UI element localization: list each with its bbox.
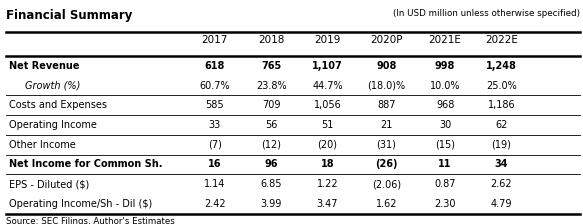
Text: 1,107: 1,107 bbox=[312, 61, 343, 71]
Text: 23.8%: 23.8% bbox=[256, 81, 286, 90]
Text: 2.62: 2.62 bbox=[491, 179, 512, 189]
Text: (7): (7) bbox=[208, 140, 222, 150]
Text: 3.99: 3.99 bbox=[261, 199, 282, 209]
Text: 2018: 2018 bbox=[258, 35, 285, 45]
Text: 0.87: 0.87 bbox=[434, 179, 456, 189]
Text: Financial Summary: Financial Summary bbox=[6, 9, 132, 22]
Text: 33: 33 bbox=[209, 120, 221, 130]
Text: 2.42: 2.42 bbox=[204, 199, 226, 209]
Text: Operating Income/Sh - Dil ($): Operating Income/Sh - Dil ($) bbox=[9, 199, 152, 209]
Text: 44.7%: 44.7% bbox=[312, 81, 343, 90]
Text: 1,056: 1,056 bbox=[314, 100, 341, 110]
Text: 998: 998 bbox=[435, 61, 455, 71]
Text: Costs and Expenses: Costs and Expenses bbox=[9, 100, 107, 110]
Text: 96: 96 bbox=[264, 159, 278, 169]
Text: 11: 11 bbox=[438, 159, 452, 169]
Text: (31): (31) bbox=[377, 140, 396, 150]
Text: (2.06): (2.06) bbox=[372, 179, 401, 189]
Text: 30: 30 bbox=[439, 120, 451, 130]
Text: 709: 709 bbox=[262, 100, 280, 110]
Text: 1.14: 1.14 bbox=[204, 179, 226, 189]
Text: Net Revenue: Net Revenue bbox=[9, 61, 79, 71]
Text: (19): (19) bbox=[491, 140, 511, 150]
Text: (26): (26) bbox=[375, 159, 398, 169]
Text: 6.85: 6.85 bbox=[261, 179, 282, 189]
Text: 3.47: 3.47 bbox=[317, 199, 338, 209]
Text: 1.62: 1.62 bbox=[375, 199, 397, 209]
Text: 765: 765 bbox=[261, 61, 281, 71]
Text: 18: 18 bbox=[321, 159, 334, 169]
Text: (12): (12) bbox=[261, 140, 281, 150]
Text: 2022E: 2022E bbox=[485, 35, 518, 45]
Text: 618: 618 bbox=[205, 61, 225, 71]
Text: 10.0%: 10.0% bbox=[430, 81, 461, 90]
Text: 60.7%: 60.7% bbox=[199, 81, 230, 90]
Text: (18.0)%: (18.0)% bbox=[367, 81, 405, 90]
Text: 968: 968 bbox=[436, 100, 454, 110]
Text: Source: SEC Filings, Author's Estimates: Source: SEC Filings, Author's Estimates bbox=[6, 217, 174, 224]
Text: Net Income for Common Sh.: Net Income for Common Sh. bbox=[9, 159, 162, 169]
Text: 2019: 2019 bbox=[314, 35, 340, 45]
Text: 56: 56 bbox=[265, 120, 278, 130]
Text: 62: 62 bbox=[495, 120, 508, 130]
Text: 1,186: 1,186 bbox=[487, 100, 515, 110]
Text: 51: 51 bbox=[321, 120, 333, 130]
Text: 21: 21 bbox=[380, 120, 392, 130]
Text: (15): (15) bbox=[435, 140, 455, 150]
Text: 908: 908 bbox=[376, 61, 396, 71]
Text: 2021E: 2021E bbox=[429, 35, 462, 45]
Text: 4.79: 4.79 bbox=[491, 199, 512, 209]
Text: 1.22: 1.22 bbox=[317, 179, 338, 189]
Text: (In USD million unless otherwise specified): (In USD million unless otherwise specifi… bbox=[393, 9, 580, 18]
Text: EPS - Diluted ($): EPS - Diluted ($) bbox=[9, 179, 89, 189]
Text: 2017: 2017 bbox=[202, 35, 228, 45]
Text: 34: 34 bbox=[494, 159, 508, 169]
Text: 16: 16 bbox=[208, 159, 222, 169]
Text: Growth (%): Growth (%) bbox=[25, 81, 80, 90]
Text: 887: 887 bbox=[377, 100, 395, 110]
Text: 1,248: 1,248 bbox=[486, 61, 517, 71]
Text: (20): (20) bbox=[317, 140, 338, 150]
Text: Operating Income: Operating Income bbox=[9, 120, 97, 130]
Text: 2.30: 2.30 bbox=[434, 199, 456, 209]
Text: 585: 585 bbox=[206, 100, 224, 110]
Text: 2020P: 2020P bbox=[370, 35, 402, 45]
Text: 25.0%: 25.0% bbox=[486, 81, 517, 90]
Text: Other Income: Other Income bbox=[9, 140, 75, 150]
